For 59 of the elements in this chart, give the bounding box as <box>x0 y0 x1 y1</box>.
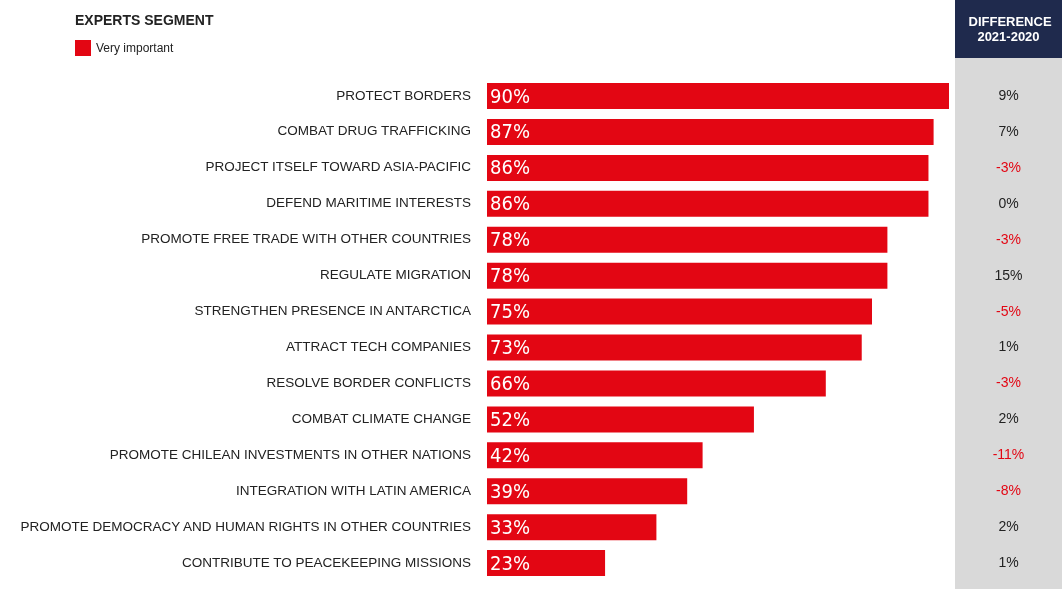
y-tick-label: CONTRIBUTE TO PEACEKEEPING MISSIONS <box>181 554 471 570</box>
y-tick-label: PROMOTE CHILEAN INVESTMENTS IN OTHER NATIONS <box>109 446 471 462</box>
data-label: 90% <box>490 83 530 108</box>
data-label: 87% <box>490 119 530 144</box>
bar <box>487 190 929 217</box>
bar <box>487 226 888 253</box>
y-tick-label: INTEGRATION WITH LATIN AMERICA <box>235 482 471 498</box>
y-tick-label: RESOLVE BORDER CONFLICTS <box>266 374 471 390</box>
text: 2% <box>997 410 1020 429</box>
data-label: 42% <box>490 442 530 467</box>
text: 1% <box>997 338 1020 357</box>
data-label: 86% <box>490 191 530 216</box>
data-label: 75% <box>490 299 530 324</box>
data-label: 78% <box>490 263 530 288</box>
text: -3% <box>995 374 1022 393</box>
bar <box>487 478 688 505</box>
bar <box>487 154 929 181</box>
data-label: 33% <box>490 514 530 539</box>
text: 9% <box>997 86 1020 105</box>
y-tick-label: PROJECT ITSELF TOWARD ASIA-PACIFIC <box>205 159 472 175</box>
text: -3% <box>995 230 1022 249</box>
text: 15% <box>993 266 1024 285</box>
y-tick-label: COMBAT DRUG TRAFFICKING <box>277 123 471 139</box>
y-tick-label: PROMOTE FREE TRADE WITH OTHER COUNTRIES <box>141 231 471 247</box>
data-label: 66% <box>490 370 530 395</box>
data-label: 78% <box>490 227 530 252</box>
data-label: 86% <box>490 155 530 180</box>
bar <box>487 298 872 325</box>
text: 2% <box>997 518 1020 537</box>
y-tick-label: COMBAT CLIMATE CHANGE <box>291 410 471 426</box>
y-tick-label: DEFEND MARITIME INTERESTS <box>266 195 471 211</box>
bar <box>487 83 949 110</box>
text: EXPERTS SEGMENT <box>75 12 214 28</box>
y-tick-label: ATTRACT TECH COMPANIES <box>285 339 471 355</box>
bar <box>487 406 754 433</box>
text: -11% <box>991 446 1026 465</box>
bar <box>487 262 888 289</box>
bar <box>487 370 826 397</box>
text: DIFFERENCE 2021-2020 <box>968 14 1052 44</box>
text: -5% <box>995 302 1022 321</box>
text: 7% <box>997 122 1020 141</box>
bar <box>487 514 657 541</box>
data-label: 52% <box>490 406 530 431</box>
data-label: 23% <box>490 550 530 575</box>
data-label: 39% <box>490 478 530 503</box>
text: -3% <box>995 158 1022 177</box>
bar <box>487 550 606 577</box>
bar <box>487 118 934 145</box>
text: 1% <box>997 554 1020 573</box>
y-tick-label: PROMOTE DEMOCRACY AND HUMAN RIGHTS IN OTHER COUNTRIES <box>20 518 471 534</box>
bar <box>487 334 862 361</box>
y-tick-label: STRENGTHEN PRESENCE IN ANTARCTICA <box>194 303 471 319</box>
text: 0% <box>997 194 1020 213</box>
data-label: 73% <box>490 335 530 360</box>
y-tick-label: PROTECT BORDERS <box>336 87 471 103</box>
bar <box>487 442 703 469</box>
text: -8% <box>995 482 1022 501</box>
legend-label: Very important <box>96 41 174 55</box>
y-tick-label: REGULATE MIGRATION <box>319 267 471 283</box>
